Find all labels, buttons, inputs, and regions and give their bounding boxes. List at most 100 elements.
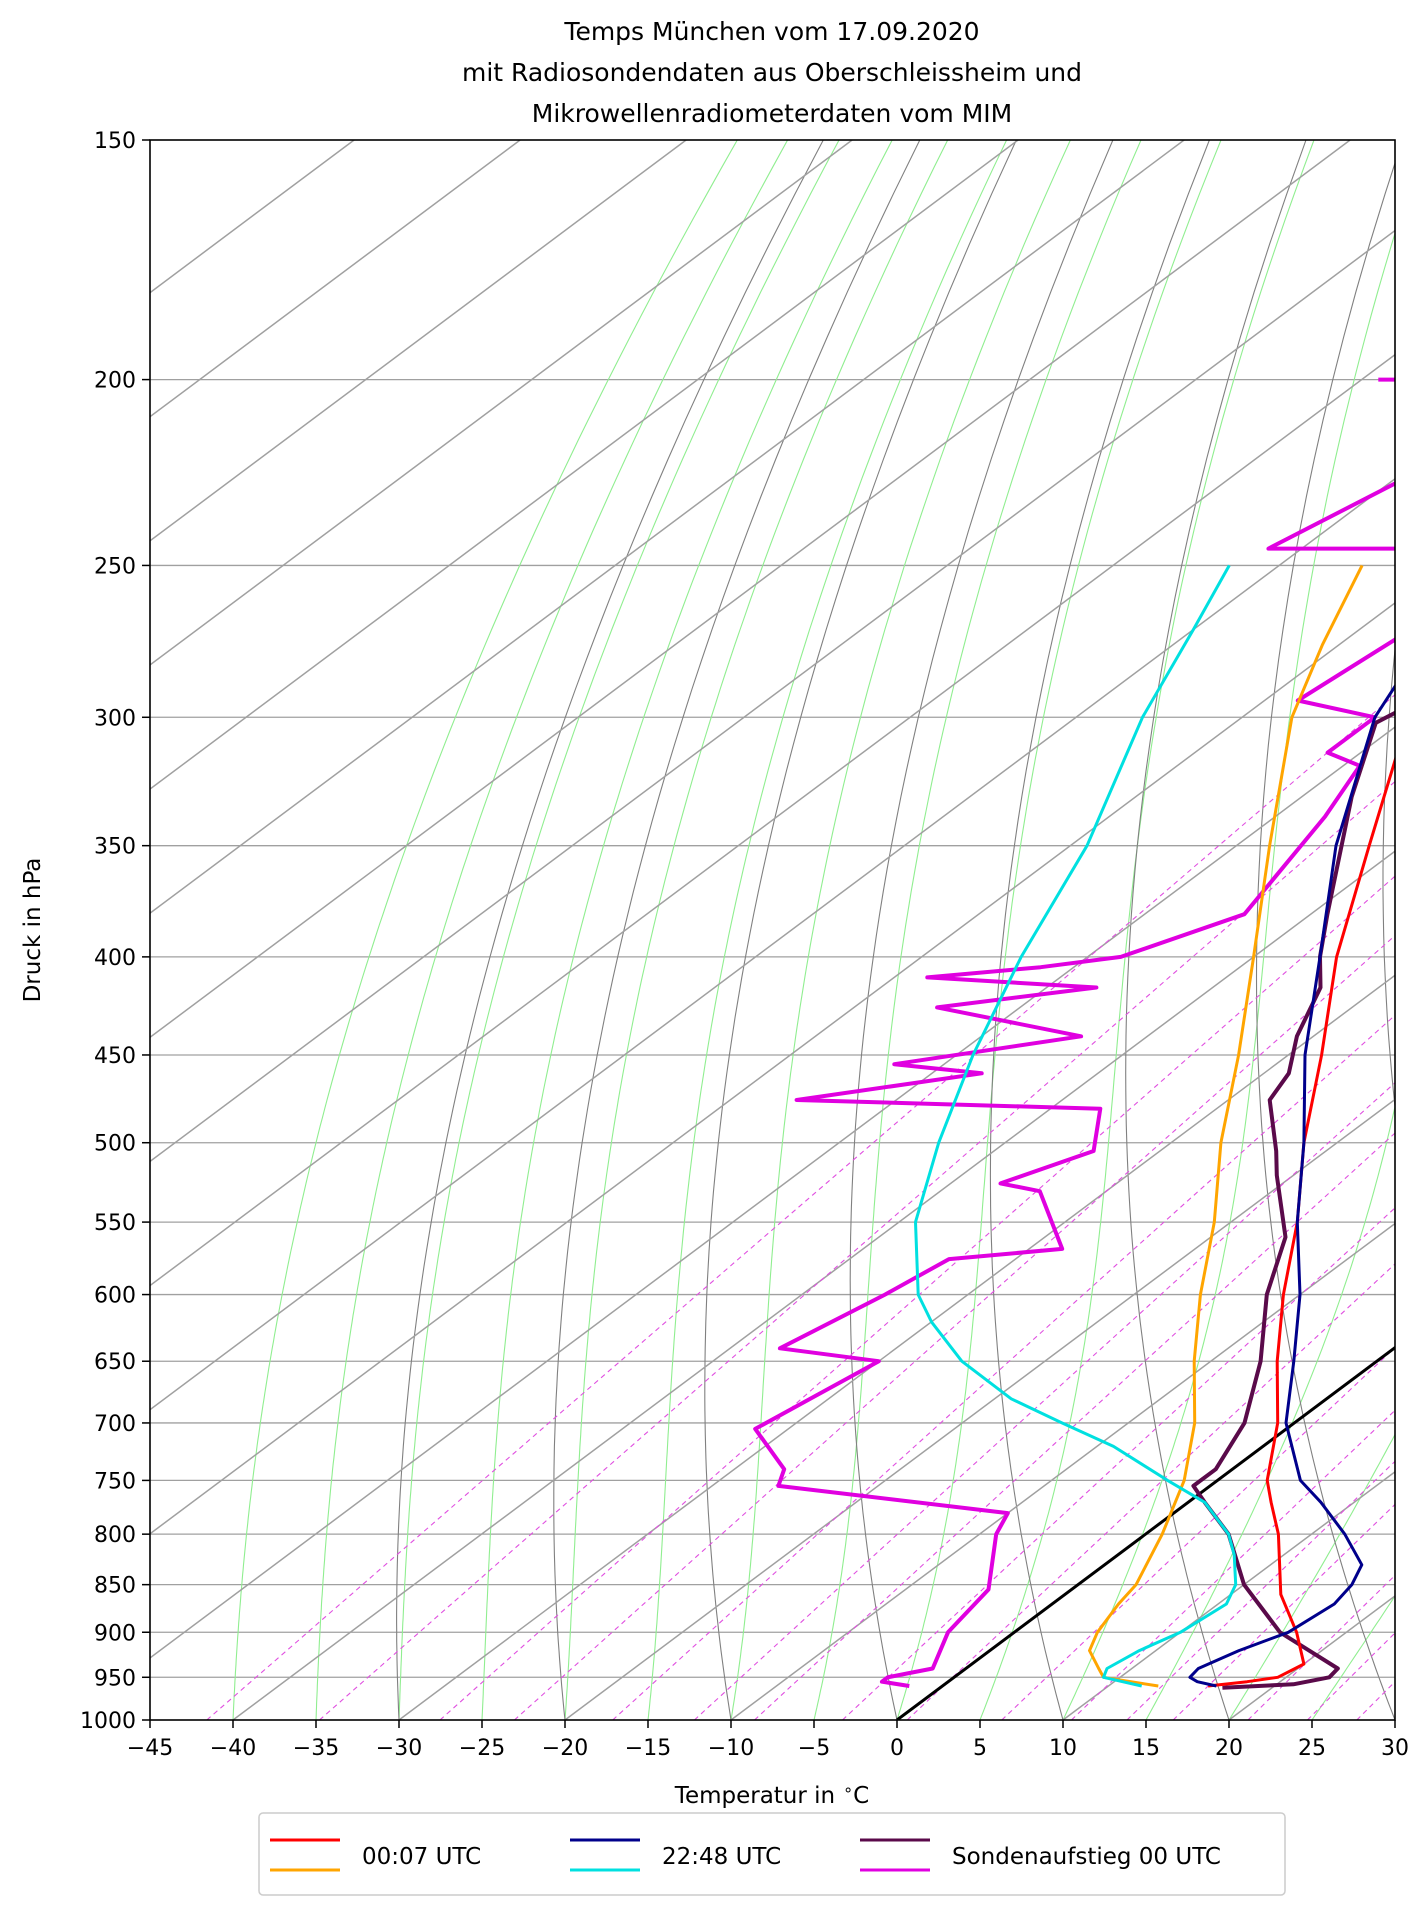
moist-adiabat bbox=[315, 140, 789, 1720]
isotherm bbox=[150, 229, 1395, 1163]
mixing-ratio-line bbox=[906, 1263, 1395, 1720]
x-tick-label: −45 bbox=[127, 1736, 173, 1761]
legend-label: 00:07 UTC bbox=[362, 1844, 481, 1870]
isotherm bbox=[232, 850, 1395, 1720]
isotherm bbox=[150, 140, 1019, 791]
isotherm bbox=[730, 1222, 1395, 1720]
isotherm bbox=[398, 974, 1395, 1720]
series-mwr0007_Td bbox=[1088, 564, 1364, 1688]
isotherm bbox=[150, 601, 1395, 1535]
y-tick-label: 250 bbox=[94, 554, 136, 579]
mixing-ratio-line bbox=[1001, 1346, 1395, 1720]
legend-label: 22:48 UTC bbox=[662, 1844, 781, 1870]
isotherm bbox=[150, 140, 355, 294]
series-sonde_Td bbox=[753, 377, 1395, 1688]
y-tick-label: 200 bbox=[94, 369, 136, 394]
y-tick-label: 350 bbox=[94, 835, 136, 860]
legend-label: Sondenaufstieg 00 UTC bbox=[952, 1844, 1221, 1870]
y-tick-label: 300 bbox=[94, 706, 136, 731]
zero-isotherm bbox=[896, 1345, 1395, 1720]
legend-box bbox=[258, 1812, 1286, 1896]
mixing-ratio-line bbox=[842, 1207, 1395, 1720]
title-line-2: mit Radiosondendaten aus Oberschleisshei… bbox=[462, 58, 1082, 87]
x-tick-label: 15 bbox=[1132, 1736, 1160, 1761]
mixing-ratio-line bbox=[694, 1082, 1395, 1720]
y-tick-label: 150 bbox=[94, 129, 136, 154]
mixing-ratio-line bbox=[1126, 1460, 1395, 1720]
x-tick-label: −10 bbox=[708, 1736, 754, 1761]
dry-adiabat bbox=[704, 140, 1017, 1720]
y-axis-label: Druck in hPa bbox=[20, 858, 46, 1003]
y-tick-label: 700 bbox=[94, 1412, 136, 1437]
x-tick-label: −20 bbox=[542, 1736, 588, 1761]
moist-adiabat bbox=[1062, 231, 1395, 1720]
isotherm bbox=[150, 140, 521, 418]
x-tick-label: 25 bbox=[1298, 1736, 1326, 1761]
moist-adiabat bbox=[1228, 1433, 1395, 1720]
x-tick-label: −15 bbox=[625, 1736, 671, 1761]
y-tick-label: 850 bbox=[94, 1574, 136, 1599]
moist-adiabat bbox=[896, 140, 1222, 1720]
moist-adiabat bbox=[398, 140, 840, 1720]
y-tick-label: 450 bbox=[94, 1044, 136, 1069]
chart-title: Temps München vom 17.09.2020 mit Radioso… bbox=[462, 17, 1082, 128]
y-tick-label: 900 bbox=[94, 1621, 136, 1646]
y-tick-label: 550 bbox=[94, 1211, 136, 1236]
x-axis-label: Temperatur in ∘C bbox=[674, 1780, 869, 1809]
x-tick-label: −25 bbox=[459, 1736, 505, 1761]
mixing-ratio-line bbox=[1071, 1409, 1395, 1720]
dry-adiabat bbox=[1382, 645, 1395, 1112]
title-line-1: Temps München vom 17.09.2020 bbox=[563, 17, 979, 46]
isotherm bbox=[150, 140, 687, 542]
series-sonde_T bbox=[1191, 710, 1395, 1690]
legend: 00:07 UTC 22:48 UTC Sondenaufstieg 00 UTC bbox=[258, 1812, 1286, 1896]
moist-adiabat bbox=[232, 140, 738, 1720]
dry-adiabat bbox=[849, 140, 1114, 1720]
y-tick-label: 950 bbox=[94, 1666, 136, 1691]
y-tick-label: 800 bbox=[94, 1523, 136, 1548]
x-tick-label: −5 bbox=[798, 1736, 830, 1761]
y-tick-label: 400 bbox=[94, 946, 136, 971]
series-mwr0007_T bbox=[1207, 755, 1395, 1688]
mixing-ratio-line bbox=[1172, 1503, 1395, 1720]
mixing-ratio-line bbox=[319, 780, 1395, 1720]
mixing-ratio-line bbox=[754, 1132, 1395, 1720]
x-axis-label-unit: C bbox=[853, 1783, 869, 1809]
y-tick-label: 650 bbox=[94, 1350, 136, 1375]
x-axis-label-degree: ∘ bbox=[843, 1780, 853, 1799]
mixing-ratio-line bbox=[206, 693, 1395, 1720]
mixing-ratio-line bbox=[612, 1014, 1395, 1720]
isotherm bbox=[564, 1098, 1395, 1720]
y-tick-label: 500 bbox=[94, 1132, 136, 1157]
isotherm bbox=[150, 353, 1395, 1287]
plot-frame bbox=[149, 139, 1396, 1721]
moist-adiabat bbox=[979, 140, 1315, 1720]
moist-adiabat bbox=[647, 140, 1008, 1720]
x-tick-label: −35 bbox=[293, 1736, 339, 1761]
mixing-ratio-line bbox=[1399, 380, 1427, 1720]
data-series bbox=[753, 377, 1395, 1690]
y-tick-label: 750 bbox=[94, 1469, 136, 1494]
mixing-ratio-line bbox=[1307, 1632, 1395, 1720]
background-lines bbox=[150, 140, 1427, 1720]
x-axis-label-text: Temperatur in bbox=[674, 1783, 835, 1809]
x-tick-label: 5 bbox=[973, 1736, 987, 1761]
moist-adiabat bbox=[481, 140, 893, 1720]
moist-adiabat bbox=[730, 140, 1071, 1720]
y-tick-label: 600 bbox=[94, 1284, 136, 1309]
moist-adiabat bbox=[813, 140, 1142, 1720]
isotherm bbox=[1062, 1470, 1395, 1720]
isotherm bbox=[150, 726, 1395, 1659]
dry-adiabat bbox=[989, 140, 1210, 1720]
mixing-ratio-line bbox=[514, 934, 1395, 1720]
moist-adiabat bbox=[564, 140, 949, 1720]
isotherm bbox=[150, 140, 1185, 915]
isotherm bbox=[150, 140, 853, 666]
x-tick-label: 20 bbox=[1215, 1736, 1243, 1761]
isotherm bbox=[1394, 1719, 1395, 1720]
moist-adiabat bbox=[1311, 1595, 1395, 1720]
moist-adiabat bbox=[1145, 1103, 1395, 1720]
x-tick-label: 30 bbox=[1381, 1736, 1409, 1761]
x-tick-label: 10 bbox=[1049, 1736, 1077, 1761]
